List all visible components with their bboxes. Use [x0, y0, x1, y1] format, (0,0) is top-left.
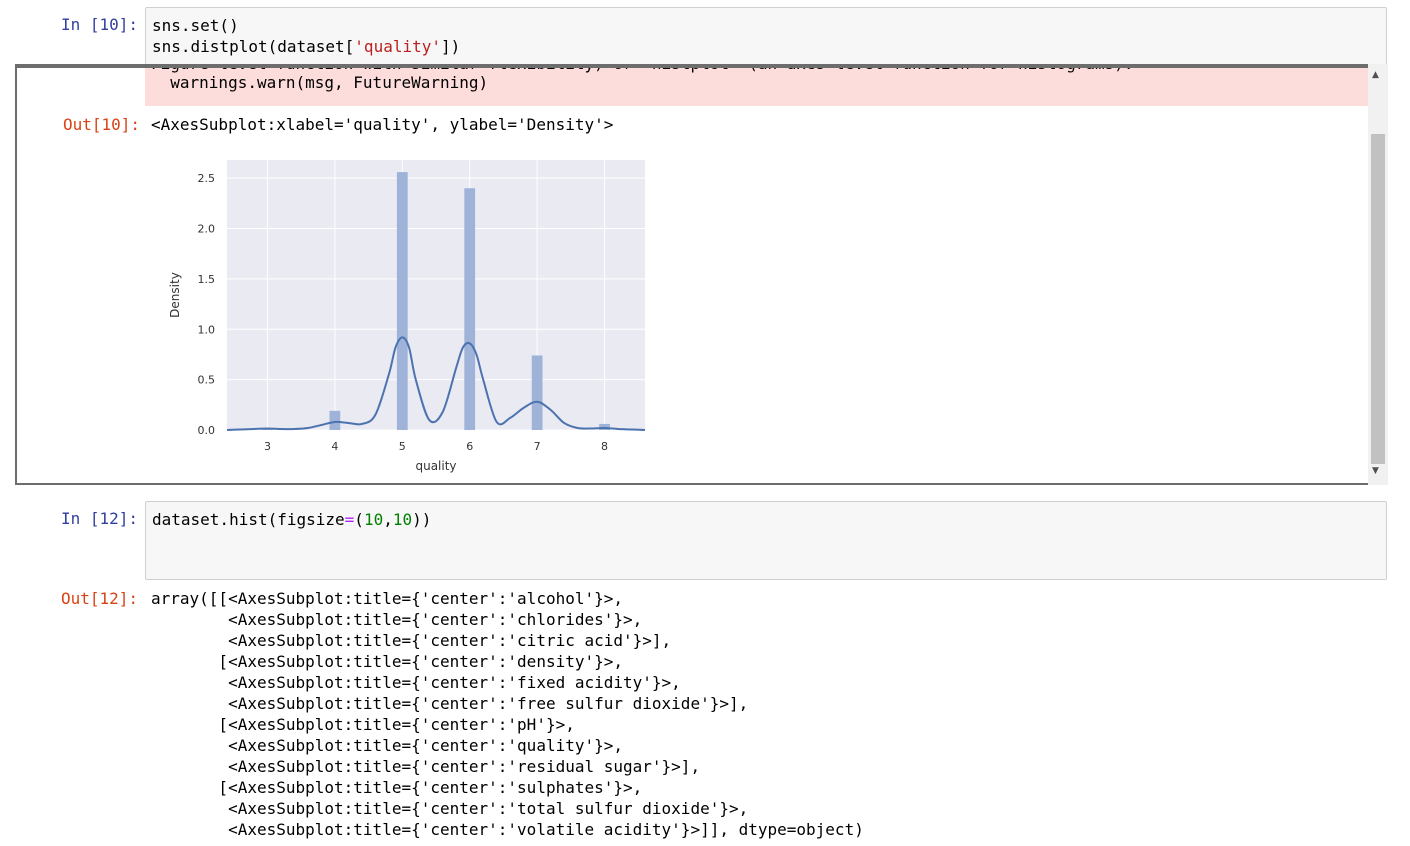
output-line: [<AxesSubplot:title={'center':'pH'}>,: [151, 715, 575, 734]
output-line: <AxesSubplot:title={'center':'total sulf…: [151, 799, 749, 818]
x-axis-label: quality: [415, 459, 456, 473]
y-tick-label: 0.0: [198, 424, 216, 437]
output-line: array([[<AxesSubplot:title={'center':'al…: [151, 589, 624, 608]
code-token: ]): [441, 37, 461, 56]
output-line: [<AxesSubplot:title={'center':'sulphates…: [151, 778, 643, 797]
output-line: <AxesSubplot:title={'center':'residual s…: [151, 757, 701, 776]
histogram-bar: [329, 410, 341, 430]
code-token: dataset.hist(figsize: [152, 510, 345, 529]
output-line: <AxesSubplot:title={'center':'fixed acid…: [151, 673, 681, 692]
number-token: 10: [363, 510, 384, 529]
stderr-output: Figure-level function with similar flexi…: [145, 68, 1368, 106]
scroll-up-arrow-icon[interactable]: ▲: [1372, 70, 1379, 80]
string-token: 'quality': [354, 37, 441, 56]
output-text-12: array([[<AxesSubplot:title={'center':'al…: [151, 588, 864, 840]
scrollbar-thumb[interactable]: [1371, 134, 1385, 464]
histogram-bar: [396, 172, 408, 431]
plot-background: [227, 160, 645, 430]
x-tick-label: 7: [534, 440, 541, 453]
output-scroll-area[interactable]: Figure-level function with similar flexi…: [15, 64, 1368, 485]
code-line: sns.set(): [152, 16, 239, 35]
y-axis-label: Density: [168, 272, 182, 318]
output-line: <AxesSubplot:title={'center':'free sulfu…: [151, 694, 749, 713]
x-tick-label: 3: [264, 440, 271, 453]
code-line: sns.distplot(dataset['quality']): [152, 36, 460, 57]
code-token: sns.distplot(dataset[: [152, 37, 355, 56]
x-tick-label: 8: [601, 440, 608, 453]
y-tick-label: 2.0: [198, 223, 216, 236]
stderr-line: Figure-level function with similar flexi…: [151, 68, 1134, 74]
y-tick-label: 0.5: [198, 374, 216, 387]
code-cell-12[interactable]: dataset.hist(figsize=(10,10)): [145, 501, 1387, 580]
output-text: <AxesSubplot:xlabel='quality', ylabel='D…: [151, 115, 614, 134]
stderr-line: warnings.warn(msg, FutureWarning): [151, 73, 489, 92]
code-cell-10[interactable]: sns.set() sns.distplot(dataset['quality'…: [145, 7, 1387, 65]
x-tick-label: 6: [466, 440, 473, 453]
histogram-bar: [531, 355, 543, 430]
distplot-chart: 0.0 0.5 1.0 1.5 2.0 2.5 3 4 5 6 7 8 quality Density: [168, 160, 646, 473]
code-token: )): [412, 510, 432, 529]
code-line: dataset.hist(figsize=(10,10)): [152, 509, 431, 530]
out-prompt-12: Out[12]:: [60, 589, 138, 608]
output-line: <AxesSubplot:title={'center':'citric aci…: [151, 631, 672, 650]
code-token: (: [354, 510, 364, 529]
output-line: <AxesSubplot:title={'center':'quality'}>…: [151, 736, 624, 755]
histogram-bar: [599, 423, 610, 430]
scroll-down-arrow-icon[interactable]: ▼: [1372, 466, 1379, 476]
code-token: ,: [383, 510, 393, 529]
kde-line: [226, 336, 646, 431]
tick-labels: 0.0 0.5 1.0 1.5 2.0 2.5 3 4 5 6 7 8: [198, 172, 609, 453]
output-line: <AxesSubplot:title={'center':'chlorides'…: [151, 610, 643, 629]
output-scrollbar[interactable]: ▲ ▼: [1368, 64, 1388, 485]
y-tick-label: 1.5: [198, 273, 216, 286]
y-tick-label: 1.0: [198, 323, 216, 336]
output-line: <AxesSubplot:title={'center':'volatile a…: [151, 820, 864, 839]
histogram-bar: [464, 188, 476, 430]
out-prompt-10: Out[10]:: [62, 115, 140, 134]
output-line: [<AxesSubplot:title={'center':'density'}…: [151, 652, 624, 671]
y-tick-label: 2.5: [198, 172, 216, 185]
in-prompt-12: In [12]:: [60, 509, 138, 528]
x-tick-label: 4: [331, 440, 338, 453]
operator-token: =: [344, 510, 355, 529]
x-tick-label: 5: [399, 440, 406, 453]
in-prompt-10: In [10]:: [60, 15, 138, 34]
number-token: 10: [392, 510, 413, 529]
